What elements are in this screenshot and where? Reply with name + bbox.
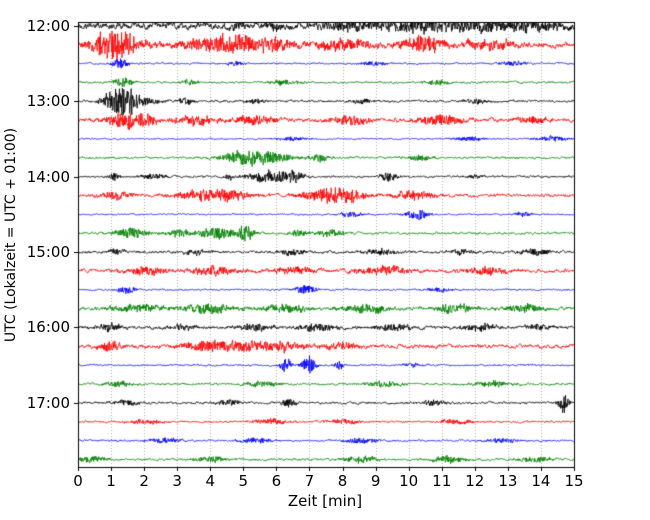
x-tick-label: 3	[172, 472, 182, 490]
y-tick-label: 16:00	[26, 318, 70, 337]
x-tick-label: 5	[238, 472, 249, 490]
x-axis-label: Zeit [min]	[287, 492, 363, 510]
x-tick-label: 8	[337, 472, 348, 490]
x-tick-label: 11	[432, 472, 452, 490]
x-tick-label: 15	[564, 472, 584, 490]
x-tick-label: 2	[139, 472, 149, 490]
x-tick-label: 9	[370, 472, 381, 490]
y-tick-label: 14:00	[26, 167, 70, 186]
x-tick-label: 13	[498, 472, 518, 490]
x-tick-label: 7	[304, 472, 315, 490]
y-tick-label: 13:00	[26, 92, 70, 111]
x-tick-label: 4	[205, 472, 216, 490]
x-tick-label: 10	[399, 472, 419, 490]
x-tick-label: 6	[271, 472, 282, 490]
y-tick-label: 17:00	[26, 393, 70, 412]
x-tick-label: 1	[106, 472, 116, 490]
x-tick-label: 12	[465, 472, 485, 490]
x-tick-label: 14	[531, 472, 551, 490]
y-axis-label: UTC (Lokalzeit = UTC + 01:00)	[3, 127, 19, 343]
x-tick-label: 0	[73, 472, 83, 490]
y-tick-label: 12:00	[26, 16, 70, 35]
y-tick-label: 15:00	[26, 243, 70, 262]
